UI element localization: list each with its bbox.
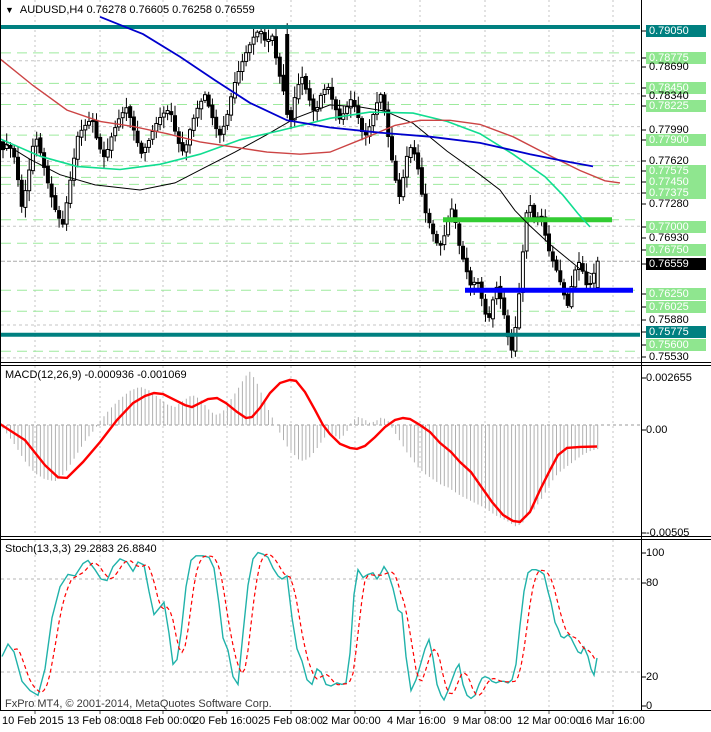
price-tick-label: 0.77450	[646, 176, 706, 188]
price-tick-label: 0.78690	[649, 61, 689, 73]
stoch-scale-label: 0	[646, 700, 653, 712]
price-tick-label: 0.75775	[646, 326, 706, 338]
time-axis-label: 12 Mar 00:00	[517, 715, 582, 727]
price-tick-label: 0.75880	[649, 314, 689, 326]
macd-scale-label: 0.002655	[646, 372, 692, 384]
price-tick-label: 0.75530	[649, 351, 689, 363]
price-tick-label: 0.77575	[646, 165, 706, 177]
price-tick-label: 0.78340	[649, 90, 689, 102]
price-tick-label: 0.78775	[646, 52, 706, 64]
stoch-scale-label: 20	[646, 671, 659, 683]
stoch-scale-label: 100	[646, 547, 665, 559]
stoch-indicator-label: Stoch(13,3,3) 29.2883 26.8840	[5, 543, 157, 555]
price-tick-label: 0.77375	[646, 187, 706, 199]
price-tick-label: 0.76025	[646, 301, 706, 313]
price-tick-label: 0.76930	[649, 232, 689, 244]
macd-indicator-label: MACD(12,26,9) -0.000936 -0.001069	[5, 369, 187, 381]
price-tick-label: 0.78225	[646, 100, 706, 112]
price-tick-label: 0.77990	[649, 124, 689, 136]
price-tick-label: 0.77000	[646, 221, 706, 233]
chart-title: AUDUSD,H4 0.76278 0.76605 0.76258 0.7655…	[19, 4, 255, 16]
copyright-label: FxPro MT4, © 2001-2014, MetaQuotes Softw…	[5, 698, 272, 710]
macd-histogram	[2, 371, 599, 527]
chart-title-bar: ▼ AUDUSD,H4 0.76278 0.76605 0.76258 0.76…	[5, 4, 255, 16]
candles	[1, 23, 600, 358]
price-tick-label: 0.77900	[646, 134, 706, 146]
time-axis-label: 4 Mar 16:00	[387, 715, 446, 727]
symbol-dropdown-icon[interactable]: ▼	[5, 5, 14, 15]
time-axis-label: 2 Mar 00:00	[322, 715, 381, 727]
price-tick-label: 0.76250	[646, 288, 706, 300]
time-axis-label: 18 Feb 00:00	[130, 715, 195, 727]
macd-scale-label: 0.00	[646, 424, 668, 436]
price-tick-label: 0.76559	[646, 258, 706, 270]
time-axis-label: 25 Feb 08:00	[258, 715, 323, 727]
price-tick-label: 0.75600	[646, 339, 706, 351]
macd-scale-label: -0.00505	[646, 527, 690, 539]
stoch-scale-label: 80	[646, 577, 659, 589]
time-axis-label: 16 Mar 16:00	[580, 715, 645, 727]
time-axis-label: 20 Feb 16:00	[193, 715, 258, 727]
price-tick-label: 0.78450	[646, 82, 706, 94]
price-tick-label: 0.79050	[646, 25, 706, 37]
price-tick-label: 0.76750	[646, 244, 706, 256]
price-tick-label: 0.77280	[649, 198, 689, 210]
time-axis-label: 10 Feb 2015	[2, 715, 64, 727]
price-tick-label: 0.77620	[649, 155, 689, 167]
time-axis-label: 9 Mar 08:00	[453, 715, 512, 727]
time-axis-label: 13 Feb 08:00	[67, 715, 132, 727]
